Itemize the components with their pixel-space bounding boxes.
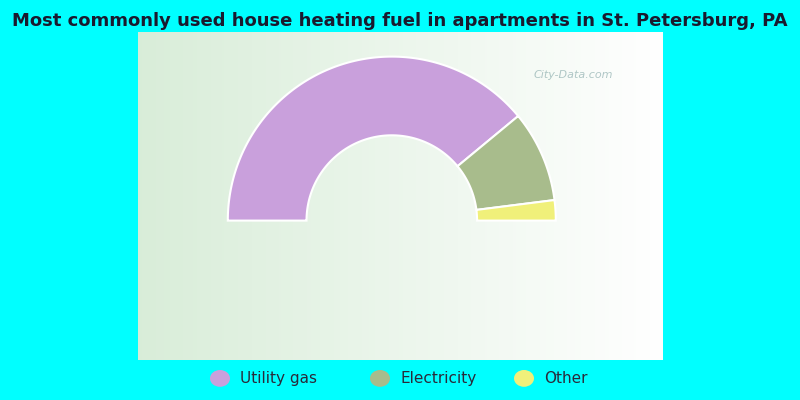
Text: Utility gas: Utility gas xyxy=(240,371,317,386)
Polygon shape xyxy=(477,200,556,221)
Ellipse shape xyxy=(514,370,534,387)
Polygon shape xyxy=(458,116,554,210)
Text: City-Data.com: City-Data.com xyxy=(534,70,614,80)
Text: Most commonly used house heating fuel in apartments in St. Petersburg, PA: Most commonly used house heating fuel in… xyxy=(12,12,788,30)
Text: Other: Other xyxy=(544,371,587,386)
Ellipse shape xyxy=(370,370,390,387)
Ellipse shape xyxy=(210,370,230,387)
Text: Electricity: Electricity xyxy=(400,371,476,386)
Polygon shape xyxy=(228,57,518,221)
